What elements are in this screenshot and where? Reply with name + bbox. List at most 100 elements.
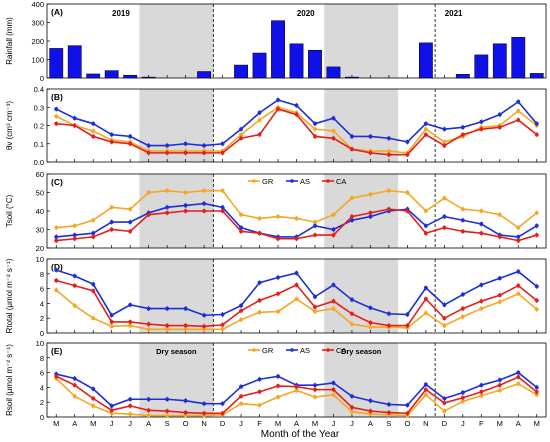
data-point-ca <box>72 123 77 128</box>
dry-season-band <box>324 259 399 333</box>
data-point-ca <box>423 132 428 137</box>
rainfall-bar <box>308 50 322 79</box>
data-point-ca <box>72 283 77 288</box>
data-point-as <box>534 223 539 228</box>
panel-a: 0 100 200 300 400 (A) Rainfall (mm) 2019 2020 202… <box>5 0 547 83</box>
data-point-ca <box>479 231 484 236</box>
data-point-as <box>91 282 96 287</box>
y-tick-label: 100 <box>31 56 44 65</box>
data-point-gr <box>91 128 96 133</box>
y-tick-label: 0.0 <box>34 158 44 167</box>
x-tick-label: A <box>294 419 299 428</box>
data-point-as <box>516 99 521 104</box>
rainfall-bar <box>86 73 101 79</box>
data-point-as <box>54 107 59 112</box>
data-point-ca <box>276 236 281 241</box>
data-point-as <box>423 121 428 126</box>
data-point-as <box>368 305 373 310</box>
data-point-ca <box>276 291 281 296</box>
data-point-ca <box>202 208 207 213</box>
data-point-as <box>331 116 336 121</box>
data-point-as <box>368 398 373 403</box>
data-point-as <box>460 390 465 395</box>
rainfall-bar <box>511 37 526 79</box>
data-point-ca <box>294 112 299 117</box>
data-point-gr <box>442 409 447 414</box>
data-point-gr <box>349 196 354 201</box>
data-point-gr <box>257 118 262 123</box>
x-tick-label: O <box>404 419 410 428</box>
data-point-gr <box>479 208 484 213</box>
data-point-ca <box>386 207 391 212</box>
data-point-gr <box>534 210 539 215</box>
dry-season-label: Dry season <box>341 347 382 356</box>
data-point-ca <box>276 383 281 388</box>
legend-label-ca: CA <box>336 346 346 355</box>
data-point-ca <box>497 293 502 298</box>
data-point-as <box>72 274 77 279</box>
data-point-gr <box>349 409 354 414</box>
data-point-ca <box>257 132 262 137</box>
rainfall-bar <box>418 42 433 79</box>
data-point-ca <box>405 411 410 416</box>
data-point-gr <box>220 188 225 193</box>
rainfall-bar <box>492 43 507 79</box>
data-point-ca <box>146 408 151 413</box>
data-point-ca <box>54 374 59 379</box>
y-tick-label: 10 <box>36 255 44 264</box>
data-point-gr <box>516 291 521 296</box>
x-tick-label: A <box>72 419 77 428</box>
data-point-ca <box>516 375 521 380</box>
data-point-as <box>479 221 484 226</box>
series-line-gr <box>55 289 538 331</box>
data-point-ca <box>128 141 133 146</box>
data-point-as <box>183 203 188 208</box>
data-point-ca <box>183 208 188 213</box>
y-tick-label: 40 <box>36 207 44 216</box>
data-point-ca <box>109 139 114 144</box>
data-point-ca <box>202 324 207 329</box>
data-point-ca <box>239 136 244 141</box>
data-point-as <box>165 306 170 311</box>
data-point-gr <box>239 212 244 217</box>
y-tick-label: 4 <box>40 299 44 308</box>
y-tick-label: 6 <box>40 285 44 294</box>
data-point-ca <box>220 322 225 327</box>
data-point-ca <box>405 152 410 157</box>
data-point-gr <box>331 212 336 217</box>
data-point-ca <box>165 150 170 155</box>
rainfall-bar <box>252 52 267 79</box>
data-point-gr <box>312 309 317 314</box>
data-point-as <box>109 313 114 318</box>
data-point-as <box>534 284 539 289</box>
data-point-gr <box>294 216 299 221</box>
data-point-as <box>294 103 299 108</box>
data-point-as <box>146 397 151 402</box>
data-point-as <box>202 401 207 406</box>
year-label: 2020 <box>297 9 315 18</box>
x-tick-label: N <box>423 419 428 428</box>
y-tick-label: 2 <box>40 314 44 323</box>
data-point-gr <box>534 307 539 312</box>
year-label: 2021 <box>445 9 463 18</box>
panel-label: (C) <box>51 177 63 187</box>
data-point-ca <box>165 409 170 414</box>
y-tick-label: 50 <box>36 189 44 198</box>
dry-season-band <box>324 343 399 417</box>
data-point-as <box>460 125 465 130</box>
data-point-as <box>516 269 521 274</box>
data-point-as <box>479 383 484 388</box>
y-tick-label: 200 <box>31 37 44 46</box>
data-point-gr <box>257 403 262 408</box>
x-tick-label: A <box>516 419 521 428</box>
x-tick-label: M <box>90 419 96 428</box>
y-tick-label: 0 <box>40 74 44 83</box>
data-point-gr <box>54 225 59 230</box>
y-tick-label: 0.4 <box>34 85 44 94</box>
data-point-gr <box>423 127 428 132</box>
data-point-gr <box>54 114 59 119</box>
rainfall-bar <box>104 70 119 79</box>
data-point-as <box>202 313 207 318</box>
x-tick-label: D <box>442 419 448 428</box>
